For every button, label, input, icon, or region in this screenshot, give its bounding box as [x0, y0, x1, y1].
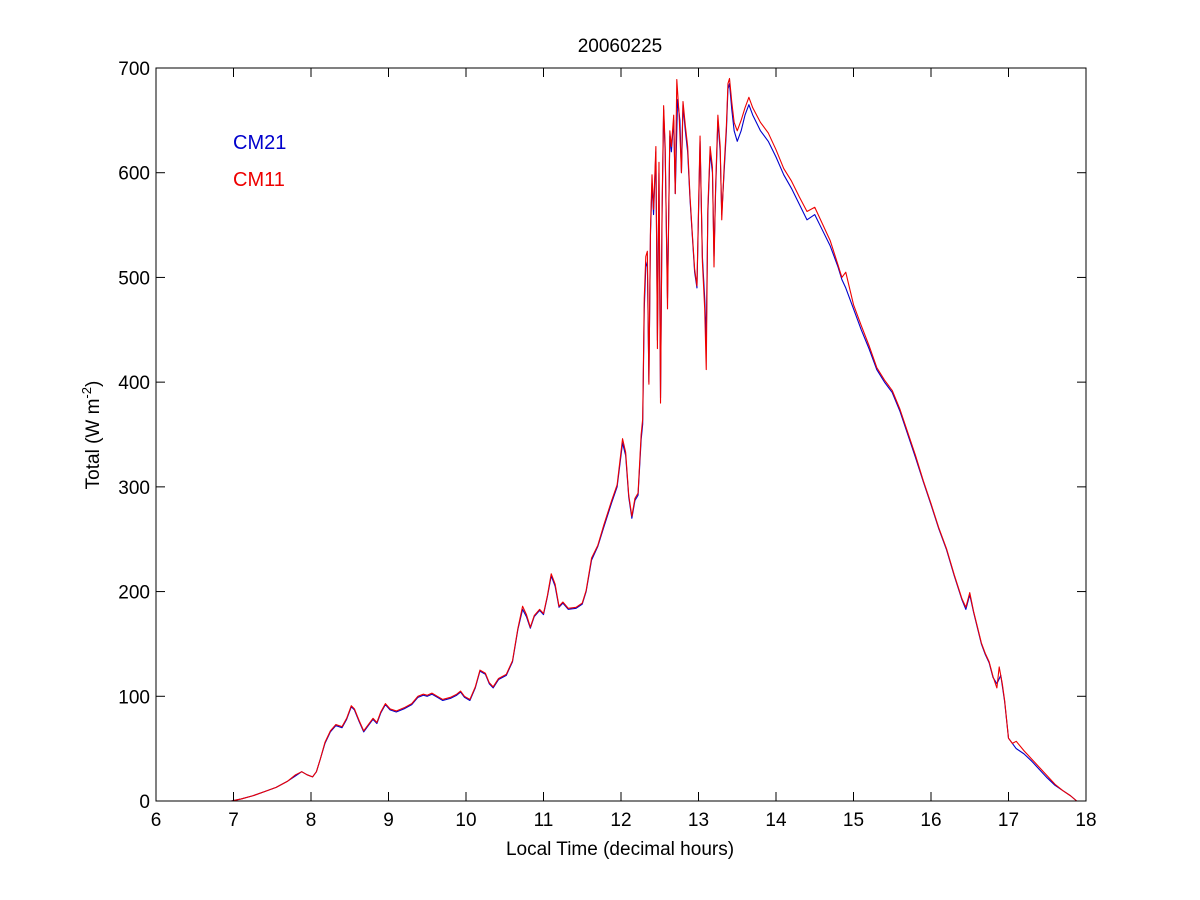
- x-tick-label: 15: [843, 810, 864, 831]
- legend: CM21 CM11: [233, 132, 286, 191]
- x-tick-label: 17: [998, 810, 1019, 831]
- y-axis-label: Total (W m-2): [79, 381, 104, 490]
- plot-area: [231, 77, 1078, 802]
- series-line-cm11: [231, 77, 1078, 802]
- x-tick-label: 7: [228, 810, 239, 831]
- x-tick-label: 6: [151, 810, 162, 831]
- x-tick-label: 16: [920, 810, 941, 831]
- x-tick-label: 14: [765, 810, 787, 831]
- y-tick-label: 500: [118, 268, 150, 289]
- x-tick-label: 8: [306, 810, 317, 831]
- legend-entry-cm11: CM11: [233, 169, 285, 191]
- y-tick-label: 400: [118, 373, 150, 394]
- y-tick-label: 0: [139, 792, 150, 813]
- y-tick-label: 300: [118, 478, 150, 499]
- x-tick-label: 13: [688, 810, 709, 831]
- x-tick-label: 18: [1075, 810, 1096, 831]
- x-axis-label: Local Time (decimal hours): [506, 839, 734, 860]
- y-tick-label: 700: [118, 59, 150, 80]
- y-tick-label: 100: [118, 687, 150, 708]
- x-tick-label: 9: [383, 810, 394, 831]
- y-tick-label: 200: [118, 583, 150, 604]
- x-tick-label: 10: [455, 810, 476, 831]
- legend-entry-cm21: CM21: [233, 132, 286, 154]
- y-tick-label: 600: [118, 164, 150, 185]
- x-tick-label: 11: [534, 810, 554, 831]
- axes: 6 7 8 9 10 11 12 13 14 15 16 17 18 0 100 200 300 400 500 60…: [118, 59, 1096, 831]
- x-tick-label: 12: [610, 810, 631, 831]
- chart-title: 20060225: [578, 36, 663, 57]
